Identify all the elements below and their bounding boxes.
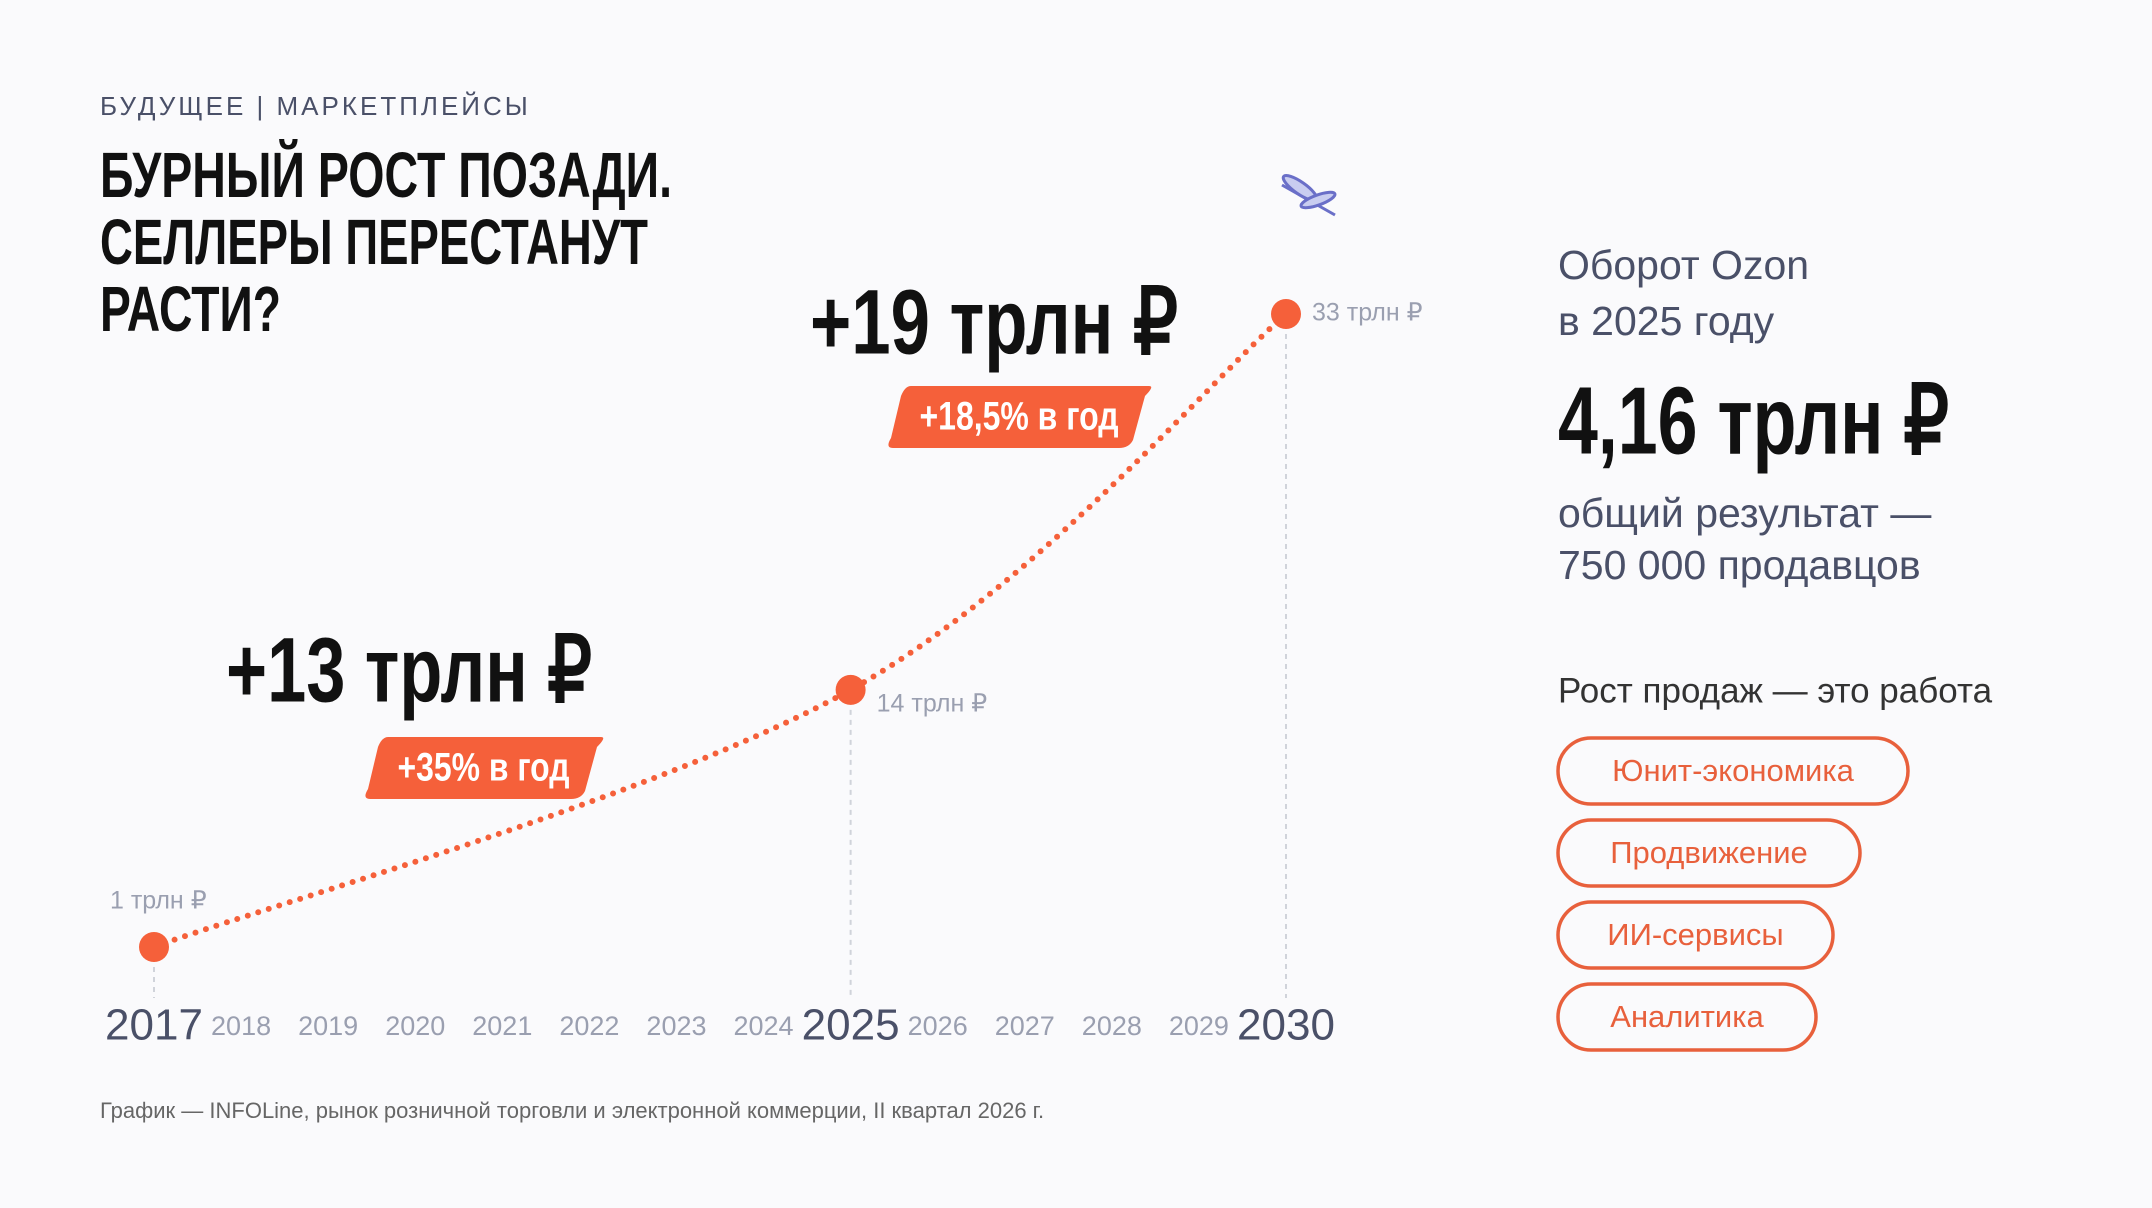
tag-label: ИИ-сервисы bbox=[1607, 917, 1783, 952]
annotation-badge-text: +35% в год bbox=[398, 746, 570, 790]
sidebar-heading: Оборот Ozon bbox=[1558, 242, 1809, 288]
point bbox=[835, 674, 866, 705]
x-tick-label: 2023 bbox=[646, 1011, 706, 1041]
point bbox=[139, 932, 169, 962]
point bbox=[1271, 299, 1301, 329]
point-label: 14 трлн ₽ bbox=[877, 689, 988, 717]
x-tick-label: 2028 bbox=[1082, 1011, 1142, 1041]
sidebar-note: общий результат — bbox=[1558, 490, 1931, 536]
x-tick-label: 2026 bbox=[908, 1011, 968, 1041]
x-tick-label: 2018 bbox=[211, 1011, 271, 1041]
annotation-badge bbox=[888, 386, 1152, 448]
subtitle: БУДУЩЕЕ | МАРКЕТПЛЕЙСЫ bbox=[100, 91, 531, 121]
x-tick-label: 2027 bbox=[995, 1011, 1055, 1041]
tag-pill bbox=[1556, 818, 1862, 888]
tag-pill bbox=[1556, 736, 1910, 806]
x-tick-label: 2024 bbox=[733, 1011, 793, 1041]
sidebar-heading: в 2025 году bbox=[1558, 298, 1775, 344]
annotation-badge-text: +18,5% в год bbox=[920, 395, 1119, 439]
point-label: 33 трлн ₽ bbox=[1312, 299, 1423, 327]
x-tick-label: 2022 bbox=[559, 1011, 619, 1041]
growth-line bbox=[151, 311, 1289, 950]
title-line: БУРНЫЙ РОСТ ПОЗАДИ. bbox=[100, 138, 672, 211]
x-tick-label: 2020 bbox=[385, 1011, 445, 1041]
x-tick-label: 2019 bbox=[298, 1011, 358, 1041]
x-tick-label: 2021 bbox=[472, 1011, 532, 1041]
annotation-value: +19 трлн ₽ bbox=[810, 271, 1178, 373]
tag-pill bbox=[1556, 982, 1818, 1052]
dragonfly bbox=[1281, 174, 1337, 217]
point-label: 1 трлн ₽ bbox=[110, 887, 207, 915]
title-line: СЕЛЛЕРЫ ПЕРЕСТАНУТ bbox=[100, 206, 648, 278]
x-tick-label: 2017 bbox=[105, 1001, 203, 1050]
footer-source: График — INFOLine, рынок розничной торго… bbox=[100, 1098, 1044, 1123]
x-tick-label: 2025 bbox=[802, 1001, 900, 1050]
sidebar-note: 750 000 продавцов bbox=[1558, 542, 1921, 588]
sidebar-value: 4,16 трлн ₽ bbox=[1558, 367, 1949, 474]
x-tick-label: 2029 bbox=[1169, 1011, 1229, 1041]
tag-label: Продвижение bbox=[1610, 835, 1808, 870]
title-line: РАСТИ? bbox=[100, 273, 281, 345]
tag-label: Аналитика bbox=[1610, 999, 1764, 1034]
x-tick-label: 2030 bbox=[1237, 1001, 1335, 1050]
tag-label: Юнит-экономика bbox=[1612, 753, 1854, 788]
annotation-value: +13 трлн ₽ bbox=[226, 619, 592, 721]
tags-title: Рост продаж — это работа bbox=[1558, 671, 1993, 710]
tag-pill bbox=[1556, 900, 1835, 970]
annotation-badge bbox=[365, 737, 604, 799]
